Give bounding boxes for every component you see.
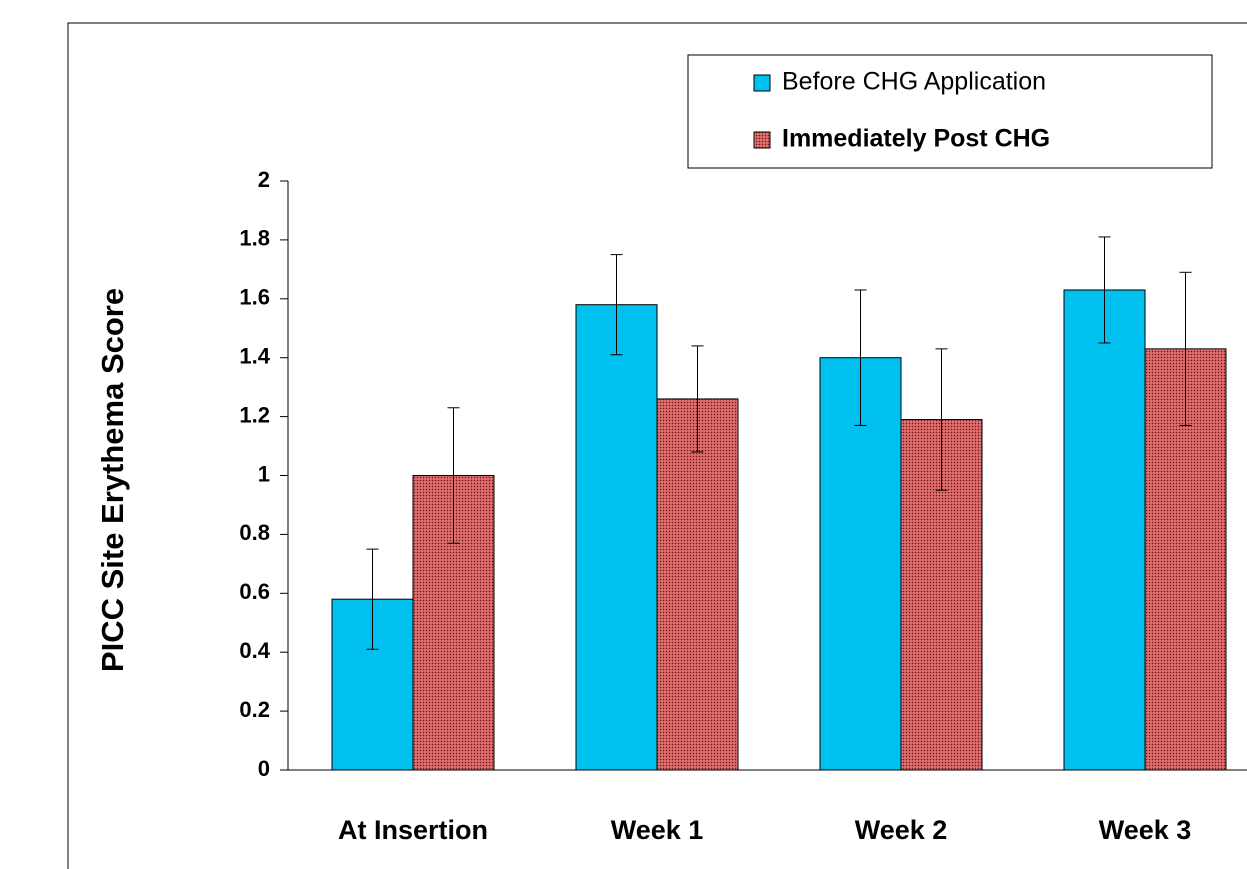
legend-label: Immediately Post CHG: [782, 125, 1050, 153]
bar: [575, 304, 658, 771]
y-tick-label: 1.4: [239, 344, 270, 369]
legend-label: Before CHG Application: [782, 68, 1046, 96]
y-tick-label: 1.6: [239, 285, 270, 310]
y-axis-label: PICC Site Erythema Score: [95, 288, 130, 672]
y-tick-label: 0.6: [239, 579, 270, 604]
x-tick-label: Week 2: [855, 815, 948, 845]
bar: [1063, 289, 1146, 771]
legend-box: [687, 54, 1213, 169]
x-tick-label: At Insertion: [338, 815, 488, 845]
y-tick-label: 0.4: [239, 638, 270, 663]
legend-swatch: [753, 131, 771, 149]
y-tick-label: 0.8: [239, 520, 270, 545]
y-tick-label: 0.2: [239, 697, 270, 722]
y-tick-label: 1.8: [239, 226, 270, 251]
x-tick-label: Week 1: [611, 815, 704, 845]
y-tick-label: 1: [258, 461, 270, 486]
y-tick-label: 2: [258, 167, 270, 192]
y-tick-label: 1.2: [239, 402, 270, 427]
x-tick-label: Week 3: [1099, 815, 1192, 845]
legend-swatch: [753, 74, 771, 92]
bar: [656, 398, 739, 771]
y-tick-label: 0: [258, 756, 270, 781]
bar: [819, 357, 902, 771]
